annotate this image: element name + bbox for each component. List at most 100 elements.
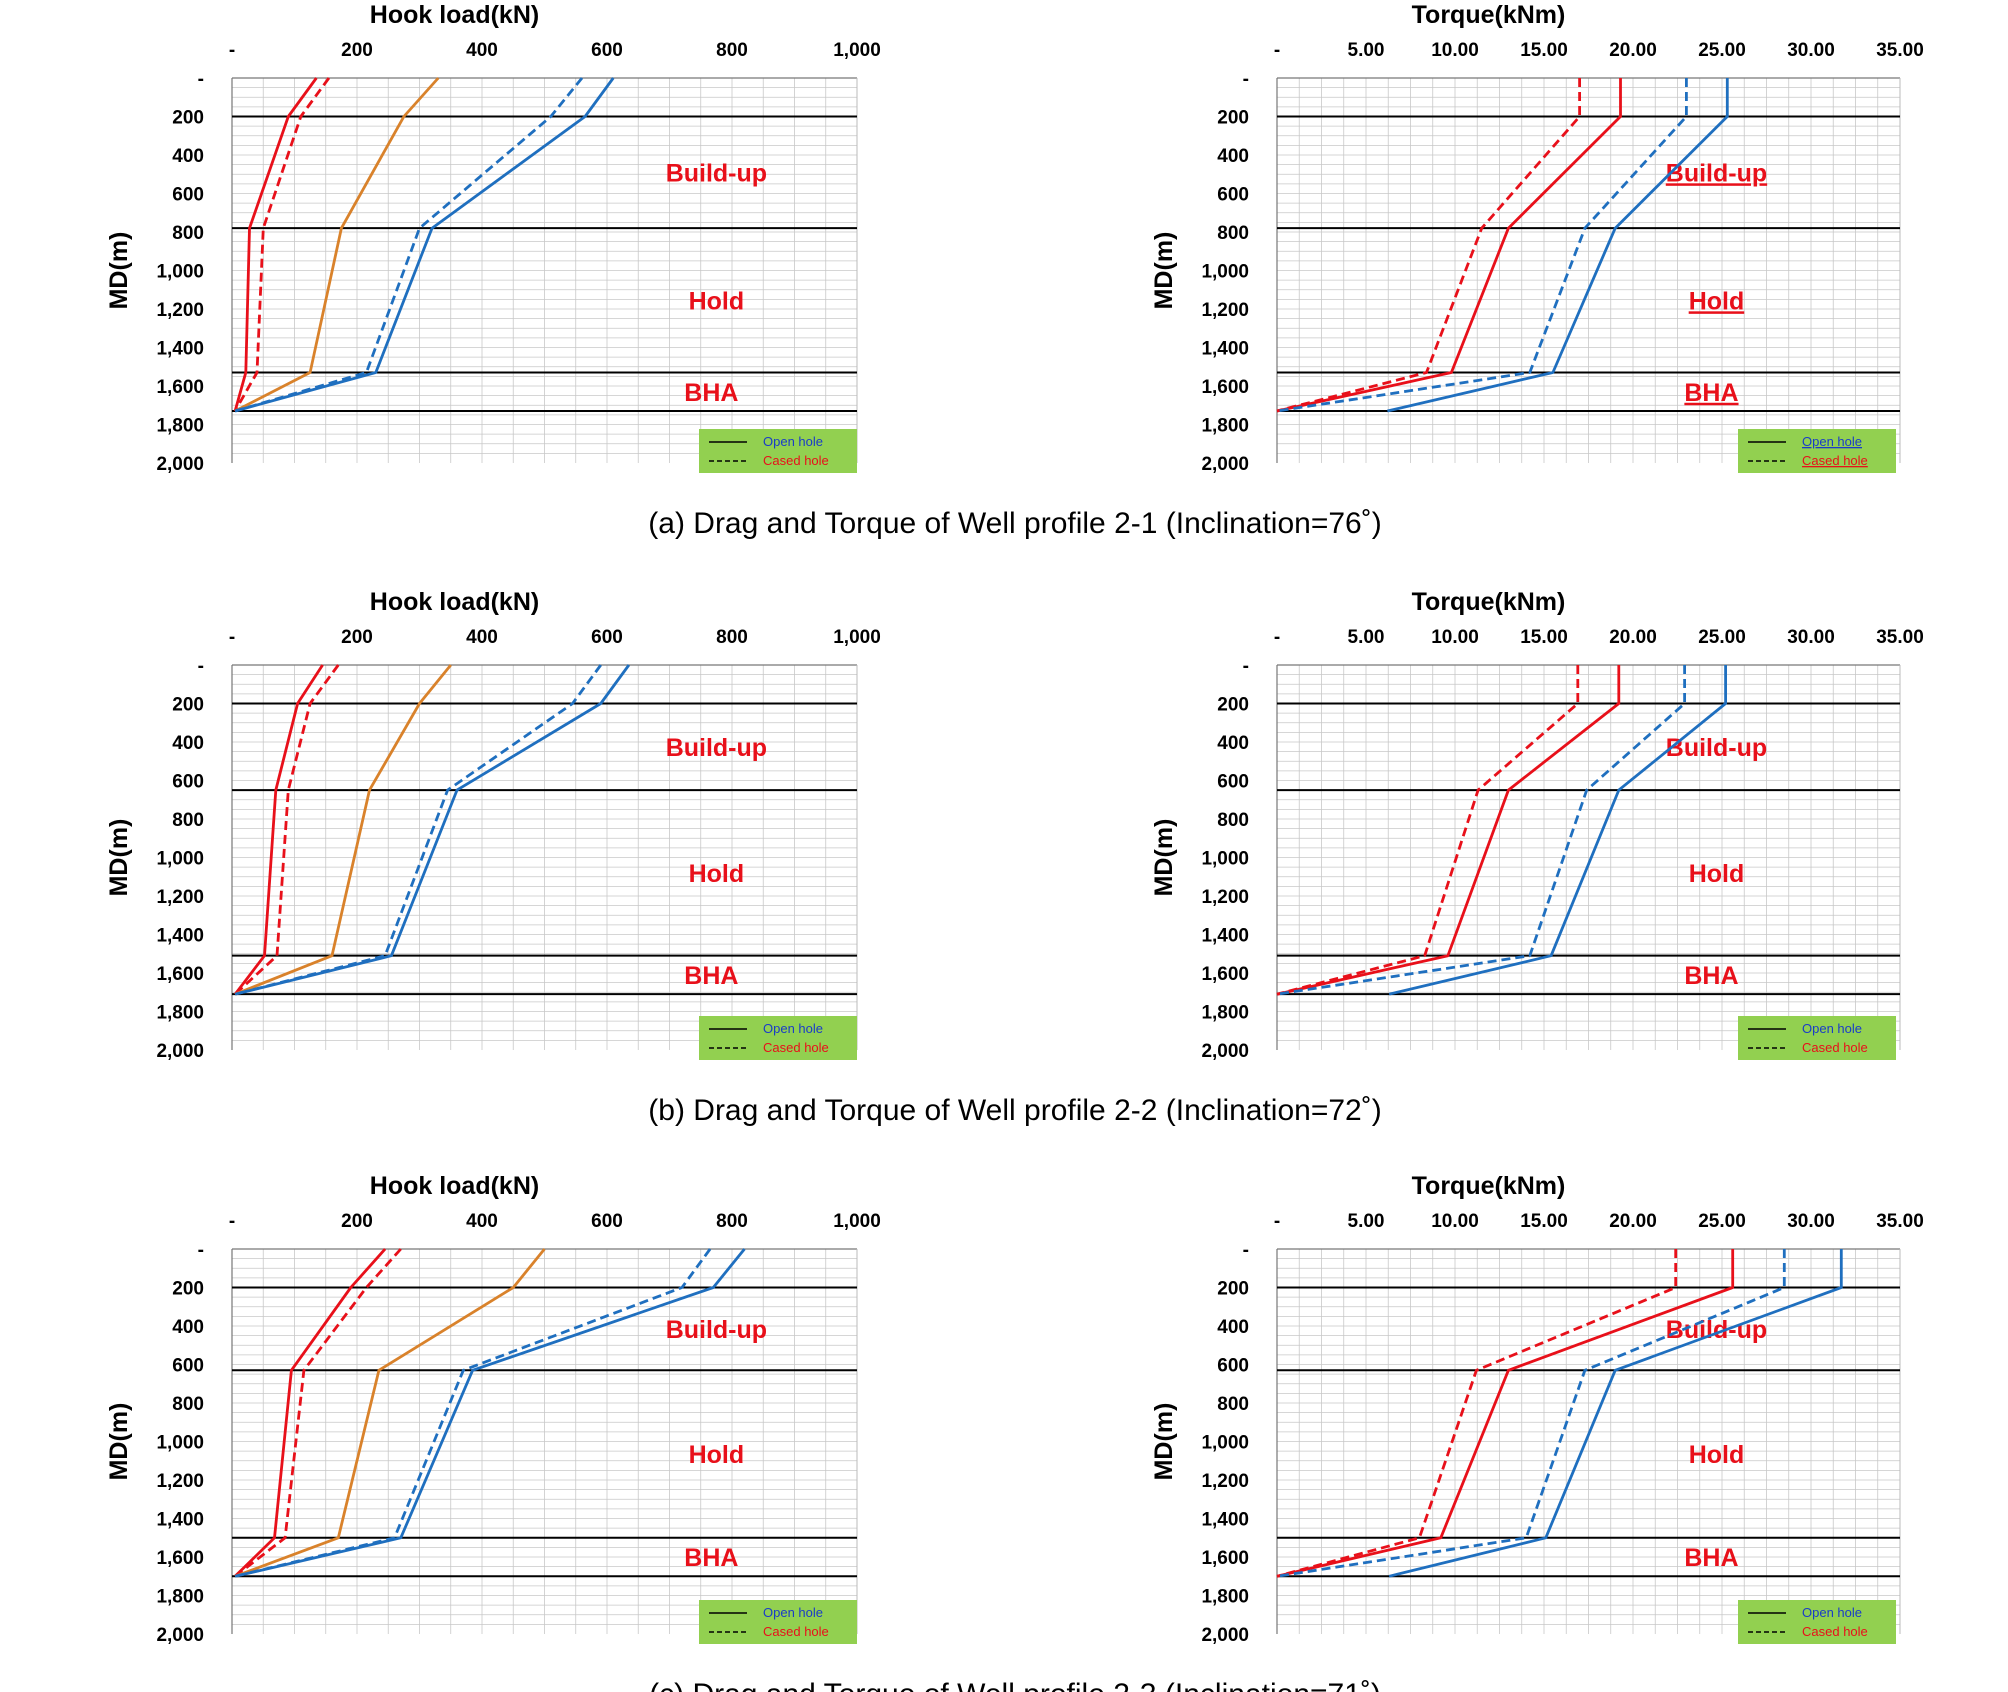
- x-tick-label: 25.00: [1698, 1211, 1746, 1232]
- y-axis-title: MD(m): [1150, 819, 1178, 897]
- y-axis-title: MD(m): [1150, 232, 1178, 310]
- y-tick-label: 400: [1217, 1317, 1249, 1338]
- legend: Open hole Cased hole: [699, 1600, 857, 1644]
- legend-label-open: Open hole: [763, 1605, 823, 1620]
- series-line-red-dashed: [234, 664, 340, 996]
- series-line-blue-solid: [1387, 78, 1729, 413]
- zone-label-bha: BHA: [1684, 379, 1738, 407]
- x-tick-label: 35.00: [1876, 627, 1924, 648]
- y-tick-label: 400: [1217, 146, 1249, 167]
- x-tick-label: 600: [591, 627, 623, 648]
- x-tick-label: 5.00: [1348, 1211, 1385, 1232]
- x-tick-label: 1,000: [833, 627, 881, 648]
- y-tick-label: 1,800: [1201, 1003, 1249, 1024]
- y-tick-label: 2,000: [156, 454, 204, 475]
- x-tick-label: 800: [716, 627, 748, 648]
- x-tick-label: 30.00: [1787, 40, 1835, 61]
- y-tick-label: 1,800: [156, 1587, 204, 1608]
- y-tick-label: 600: [172, 1356, 204, 1377]
- x-tick-label: 10.00: [1431, 1211, 1479, 1232]
- zone-label-buildup: Build-up: [1666, 159, 1767, 187]
- y-tick-label: 200: [1217, 695, 1249, 716]
- zone-label-hold: Hold: [1689, 1441, 1745, 1469]
- series-line-red-dashed: [1276, 665, 1580, 996]
- x-tick-label: 15.00: [1520, 40, 1568, 61]
- zone-label-buildup: Build-up: [666, 734, 767, 762]
- legend-label-open: Open hole: [1802, 1605, 1862, 1620]
- zone-label-hold: Hold: [1689, 287, 1745, 315]
- series-line-blue-dashed: [234, 77, 584, 413]
- zone-label-hold: Hold: [689, 1441, 745, 1469]
- legend-box: [1738, 429, 1896, 473]
- y-tick-label: 1,600: [156, 964, 204, 985]
- y-tick-label: 1,600: [156, 377, 204, 398]
- legend-label-open: Open hole: [1802, 1021, 1862, 1036]
- y-tick-label: 200: [172, 1279, 204, 1300]
- x-tick-label: 1,000: [833, 1211, 881, 1232]
- y-tick-label: -: [1243, 656, 1249, 677]
- legend-box: [1738, 1600, 1896, 1644]
- legend: Open hole Cased hole: [699, 429, 857, 473]
- y-tick-label: 1,400: [156, 926, 204, 947]
- y-tick-label: 1,800: [156, 1003, 204, 1024]
- x-tick-label: 10.00: [1431, 40, 1479, 61]
- series-line-blue-dashed: [1276, 665, 1686, 996]
- legend-label-cased: Cased hole: [1802, 1624, 1868, 1639]
- y-axis-title: MD(m): [105, 1403, 133, 1481]
- x-tick-label: 200: [341, 627, 373, 648]
- y-tick-label: 2,000: [1201, 1041, 1249, 1062]
- y-tick-label: 600: [1217, 1356, 1249, 1377]
- y-tick-label: 1,400: [1201, 926, 1249, 947]
- y-tick-label: 600: [1217, 772, 1249, 793]
- x-tick-label: 800: [716, 40, 748, 61]
- x-tick-label: 20.00: [1609, 627, 1657, 648]
- y-tick-label: -: [198, 656, 204, 677]
- series-line-blue-dashed: [1276, 78, 1688, 413]
- zone-label-bha: BHA: [1684, 962, 1738, 990]
- y-tick-label: 600: [172, 772, 204, 793]
- y-tick-label: 200: [172, 108, 204, 129]
- y-tick-label: 400: [172, 146, 204, 167]
- y-axis-title: MD(m): [105, 232, 133, 310]
- torque-chart-2: - 5.00 10.00 15.00 20.00 25.00 30.00 35.00 - 200 4…: [1150, 1172, 1924, 1646]
- legend: Open hole Cased hole: [699, 1016, 857, 1060]
- x-tick-label: 400: [466, 627, 498, 648]
- legend: Open hole Cased hole: [1738, 1600, 1896, 1644]
- x-tick-label: 30.00: [1787, 627, 1835, 648]
- series-line-blue-solid: [1388, 1249, 1843, 1578]
- y-tick-label: 2,000: [1201, 1625, 1249, 1646]
- y-tick-label: 1,400: [156, 339, 204, 360]
- y-tick-label: 800: [172, 1394, 204, 1415]
- y-tick-label: 1,600: [1201, 964, 1249, 985]
- y-tick-label: 1,000: [1201, 1433, 1249, 1454]
- x-tick-label: 15.00: [1520, 627, 1568, 648]
- y-tick-label: 1,000: [156, 849, 204, 870]
- x-tick-label: 1,000: [833, 40, 881, 61]
- y-tick-label: 1,800: [1201, 1587, 1249, 1608]
- zone-label-bha: BHA: [684, 1544, 738, 1572]
- series-line-orange-solid: [234, 1248, 546, 1578]
- y-tick-label: 1,400: [156, 1510, 204, 1531]
- hook-axis-title: Hook load(kN): [370, 1172, 539, 1200]
- y-tick-label: 1,800: [156, 416, 204, 437]
- torque-axis-title: Torque(kNm): [1412, 588, 1566, 616]
- x-tick-label: 200: [341, 1211, 373, 1232]
- y-tick-label: 800: [172, 223, 204, 244]
- y-tick-label: 1,600: [1201, 377, 1249, 398]
- series-line-orange-solid: [234, 664, 452, 996]
- y-tick-label: 400: [172, 1317, 204, 1338]
- y-tick-label: 600: [172, 185, 204, 206]
- series-line-blue-dashed: [234, 664, 602, 996]
- legend-label-open: Open hole: [763, 434, 823, 449]
- y-tick-label: -: [1243, 69, 1249, 90]
- x-tick-label: 600: [591, 40, 623, 61]
- y-tick-label: 800: [172, 810, 204, 831]
- zone-label-bha: BHA: [684, 379, 738, 407]
- x-tick-label: -: [1274, 627, 1280, 648]
- legend: Open hole Cased hole: [1738, 429, 1896, 473]
- x-tick-label: 5.00: [1348, 627, 1385, 648]
- x-tick-label: 800: [716, 1211, 748, 1232]
- legend-label-cased: Cased hole: [763, 453, 829, 468]
- figure-caption-0: (a) Drag and Torque of Well profile 2-1 …: [648, 507, 1381, 540]
